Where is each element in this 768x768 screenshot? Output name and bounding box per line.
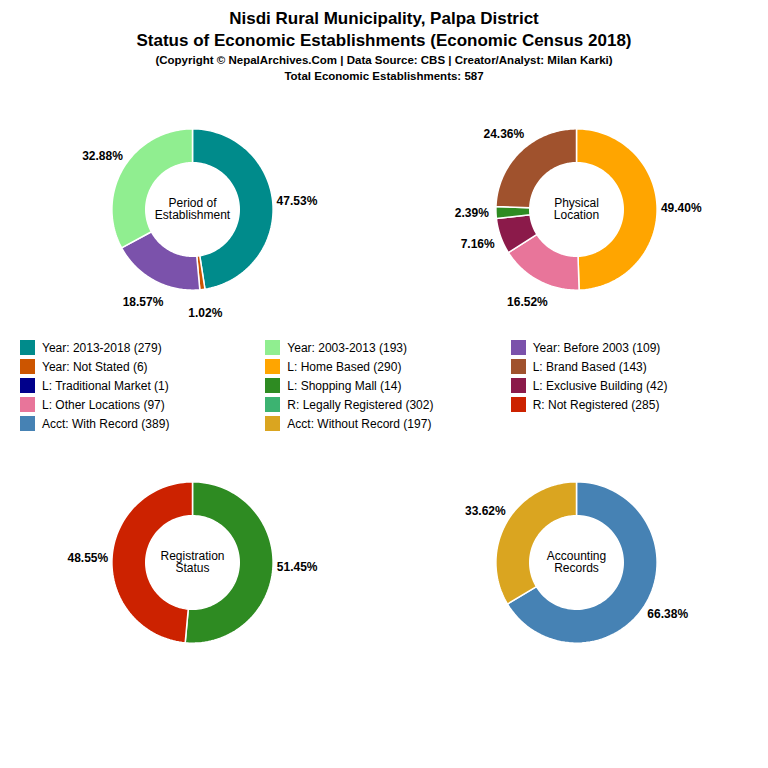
svg-text:48.55%: 48.55% [67,551,108,565]
html-text:Year: 2003-2013 (193): Year: 2003-2013 (193) [287,340,407,355]
html-text:Acct: With Record (389): Acct: With Record (389) [42,416,170,431]
svg-text:49.40%: 49.40% [661,201,702,215]
svg-text:RegistrationStatus: RegistrationStatus [160,549,224,575]
html-text:Total Economic Establishments:: Total Economic Establishments: 587 [284,70,484,82]
svg-text:PhysicalLocation: PhysicalLocation [554,196,599,222]
html-text:Nisdi Rural Municipality, Palp: Nisdi Rural Municipality, Palpa District [229,9,539,28]
svg-text:33.62%: 33.62% [465,504,506,518]
html-text:Year: Not Stated (6): Year: Not Stated (6) [42,359,148,374]
html-text:(Copyright © NepalArchives.Com: (Copyright © NepalArchives.Com | Data So… [155,54,613,66]
svg-text:18.57%: 18.57% [123,295,164,309]
html-text:L: Shopping Mall (14): L: Shopping Mall (14) [287,378,402,393]
html-text:Status of Economic Establishme: Status of Economic Establishments (Econo… [136,31,632,50]
svg-text:7.16%: 7.16% [461,237,495,251]
svg-text:2.39%: 2.39% [455,206,489,220]
svg-text:66.38%: 66.38% [647,607,688,621]
html-text:Year: Before 2003 (109): Year: Before 2003 (109) [532,340,661,355]
html-text:L: Brand Based (143): L: Brand Based (143) [532,359,647,374]
html-text:L: Home Based (290): L: Home Based (290) [287,359,402,374]
svg-text:51.45%: 51.45% [277,560,318,574]
svg-text:1.02%: 1.02% [188,306,222,320]
svg-text:47.53%: 47.53% [277,194,318,208]
svg-text:24.36%: 24.36% [483,127,524,141]
svg-text:32.88%: 32.88% [82,149,123,163]
svg-text:AccountingRecords: AccountingRecords [547,549,606,575]
html-text:R: Not Registered (285): R: Not Registered (285) [532,397,660,412]
svg-text:16.52%: 16.52% [507,295,548,309]
html-text:Year: 2013-2018 (279): Year: 2013-2018 (279) [42,340,162,355]
html-text:L: Traditional Market (1): L: Traditional Market (1) [42,378,169,393]
html-text:L: Exclusive Building (42): L: Exclusive Building (42) [532,378,668,393]
html-text:Acct: Without Record (197): Acct: Without Record (197) [287,416,432,431]
svg-text:Period ofEstablishment: Period ofEstablishment [155,196,231,222]
html-text:L: Other Locations (97): L: Other Locations (97) [42,397,165,412]
html-text:R: Legally Registered (302): R: Legally Registered (302) [287,397,434,412]
